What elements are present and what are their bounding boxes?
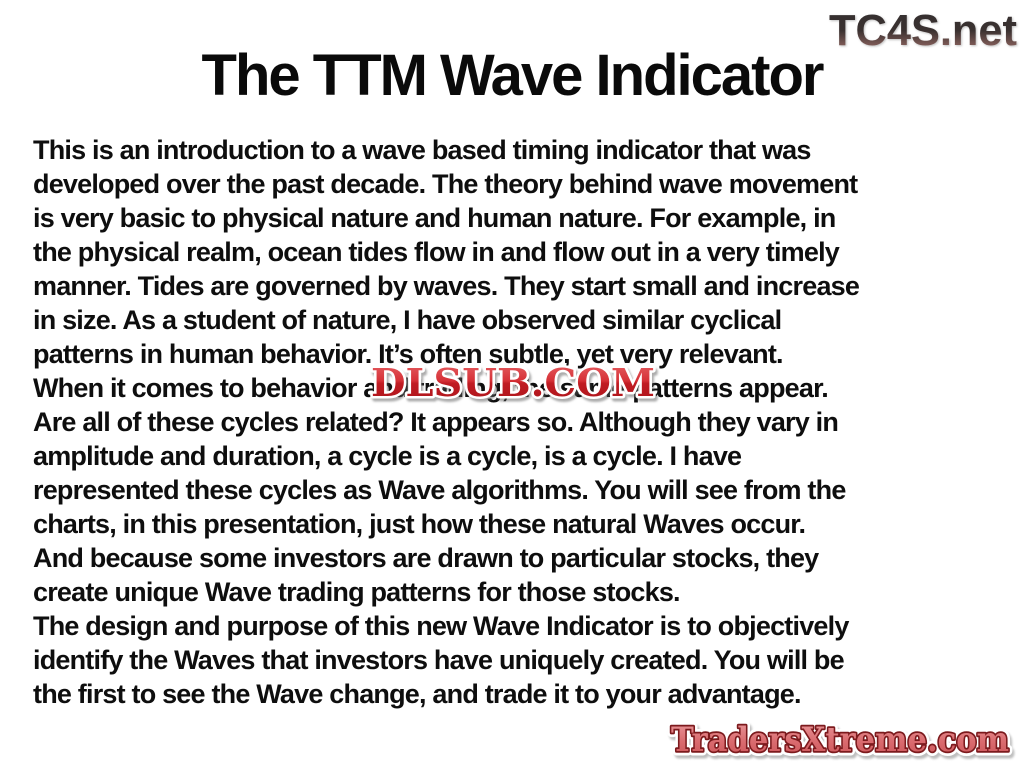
body-line: create unique Wave trading patterns for … (33, 577, 681, 607)
dlsub-watermark-text: DLSUB.COM (371, 360, 655, 405)
body-line: This is an introduction to a wave based … (33, 135, 811, 165)
body-line: is very basic to physical nature and hum… (33, 203, 836, 233)
body-line: And because some investors are drawn to … (33, 543, 819, 573)
body-paragraph: This is an introduction to a wave based … (33, 133, 1008, 711)
tradersxtreme-watermark: TradersXtreme.com TradersXtreme.com (667, 716, 1014, 765)
body-line: the physical realm, ocean tides flow in … (33, 237, 840, 267)
dlsub-watermark: DLSUB.COM (369, 358, 658, 408)
body-line: identify the Waves that investors have u… (33, 645, 845, 675)
body-line: patterns in human behavior. It’s often s… (33, 339, 784, 369)
body-line: represented these cycles as Wave algorit… (33, 475, 846, 505)
page-title: The TTM Wave Indicator (201, 43, 825, 108)
tradersxtreme-watermark-outline: TradersXtreme.com (671, 720, 1009, 760)
body-line: charts, in this presentation, just how t… (33, 509, 806, 539)
body-line: the first to see the Wave change, and tr… (33, 679, 801, 709)
body-line: in size. As a student of nature, I have … (33, 305, 782, 335)
body-line: Are all of these cycles related? It appe… (33, 407, 839, 437)
body-line: The design and purpose of this new Wave … (33, 611, 849, 641)
tc4s-watermark: TC4S.net (829, 6, 1017, 54)
body-line: manner. Tides are governed by waves. The… (33, 271, 860, 301)
body-line: developed over the past decade. The theo… (33, 169, 858, 199)
tc4s-watermark-text: TC4S.net (829, 6, 1017, 54)
body-line: When it comes to behavior and trading, t… (33, 373, 829, 403)
tradersxtreme-watermark-text: TradersXtreme.com (671, 720, 1009, 760)
body-line: amplitude and duration, a cycle is a cyc… (33, 441, 742, 471)
